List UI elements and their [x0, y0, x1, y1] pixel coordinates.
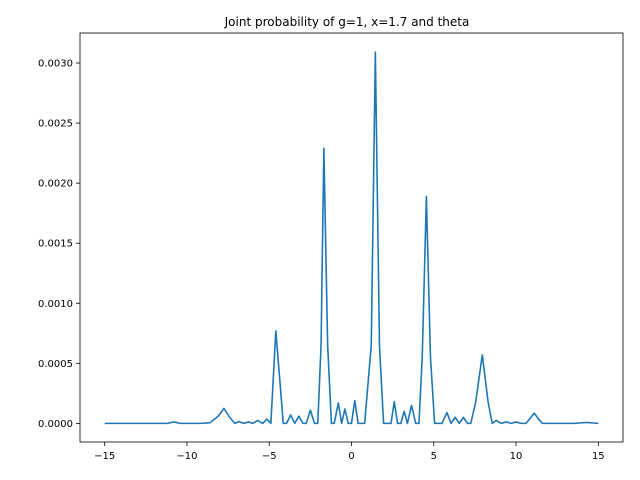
y-tick-label: 0.0025 [38, 119, 73, 130]
y-tick-label: 0.0020 [38, 179, 73, 190]
x-tick-label: −10 [176, 451, 197, 462]
x-tick-label: −5 [262, 451, 277, 462]
y-tick-label: 0.0010 [38, 299, 73, 310]
x-tick-label: 15 [592, 451, 605, 462]
series-line-0 [104, 51, 599, 425]
y-axis: 0.0000 0.0005 0.0010 0.0015 0.0020 0.0025 0.00… [38, 59, 80, 430]
x-tick-label: 10 [510, 451, 523, 462]
y-tick-label: 0.0005 [38, 359, 73, 370]
y-tick-label: 0.0015 [38, 239, 73, 250]
x-axis: −15 −10 −5 0 5 10 15 [94, 442, 605, 462]
plot-area [104, 51, 599, 425]
y-tick-label: 0.0030 [38, 59, 73, 70]
y-tick-label: 0.0000 [38, 419, 73, 430]
x-tick-label: 5 [431, 451, 437, 462]
x-tick-label: 0 [348, 451, 354, 462]
x-tick-label: −15 [94, 451, 115, 462]
chart-title: Joint probability of g=1, x=1.7 and thet… [224, 15, 470, 29]
